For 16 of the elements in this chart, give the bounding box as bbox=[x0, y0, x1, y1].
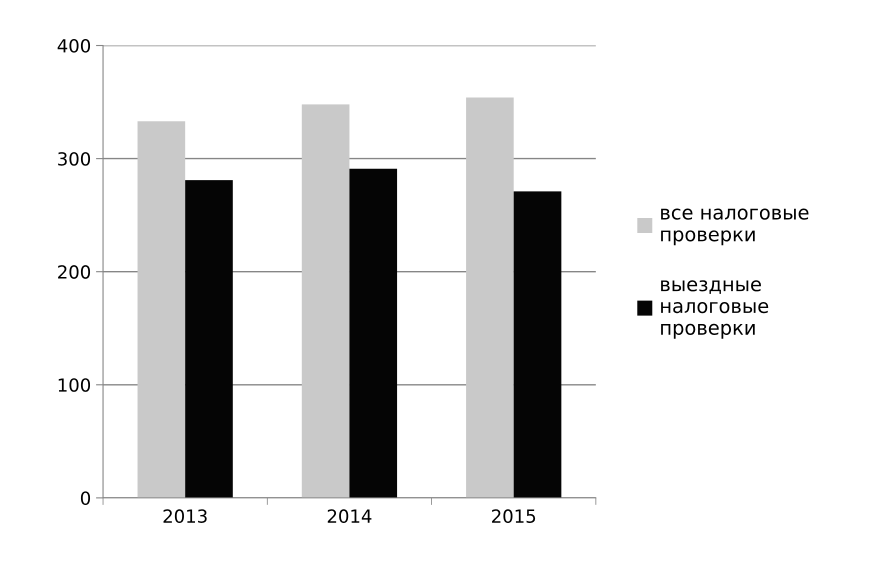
x-tick-label: 2014 bbox=[328, 509, 372, 523]
bar bbox=[138, 121, 186, 498]
bar bbox=[302, 104, 350, 498]
legend-label: все налоговые проверки bbox=[661, 208, 808, 246]
bar bbox=[514, 191, 562, 498]
x-tick-label: 2013 bbox=[164, 509, 207, 523]
y-tick-label: 400 bbox=[58, 38, 90, 53]
bar bbox=[349, 168, 398, 498]
x-tick-label: 2015 bbox=[492, 509, 536, 523]
y-tick-label: 200 bbox=[58, 265, 90, 279]
bar bbox=[185, 180, 233, 498]
y-tick-label: 0 bbox=[80, 491, 90, 505]
y-tick-label: 100 bbox=[58, 378, 90, 392]
legend-label: выездные налоговые проверки bbox=[661, 280, 768, 339]
bar bbox=[466, 98, 514, 498]
y-tick-label: 300 bbox=[58, 152, 90, 166]
